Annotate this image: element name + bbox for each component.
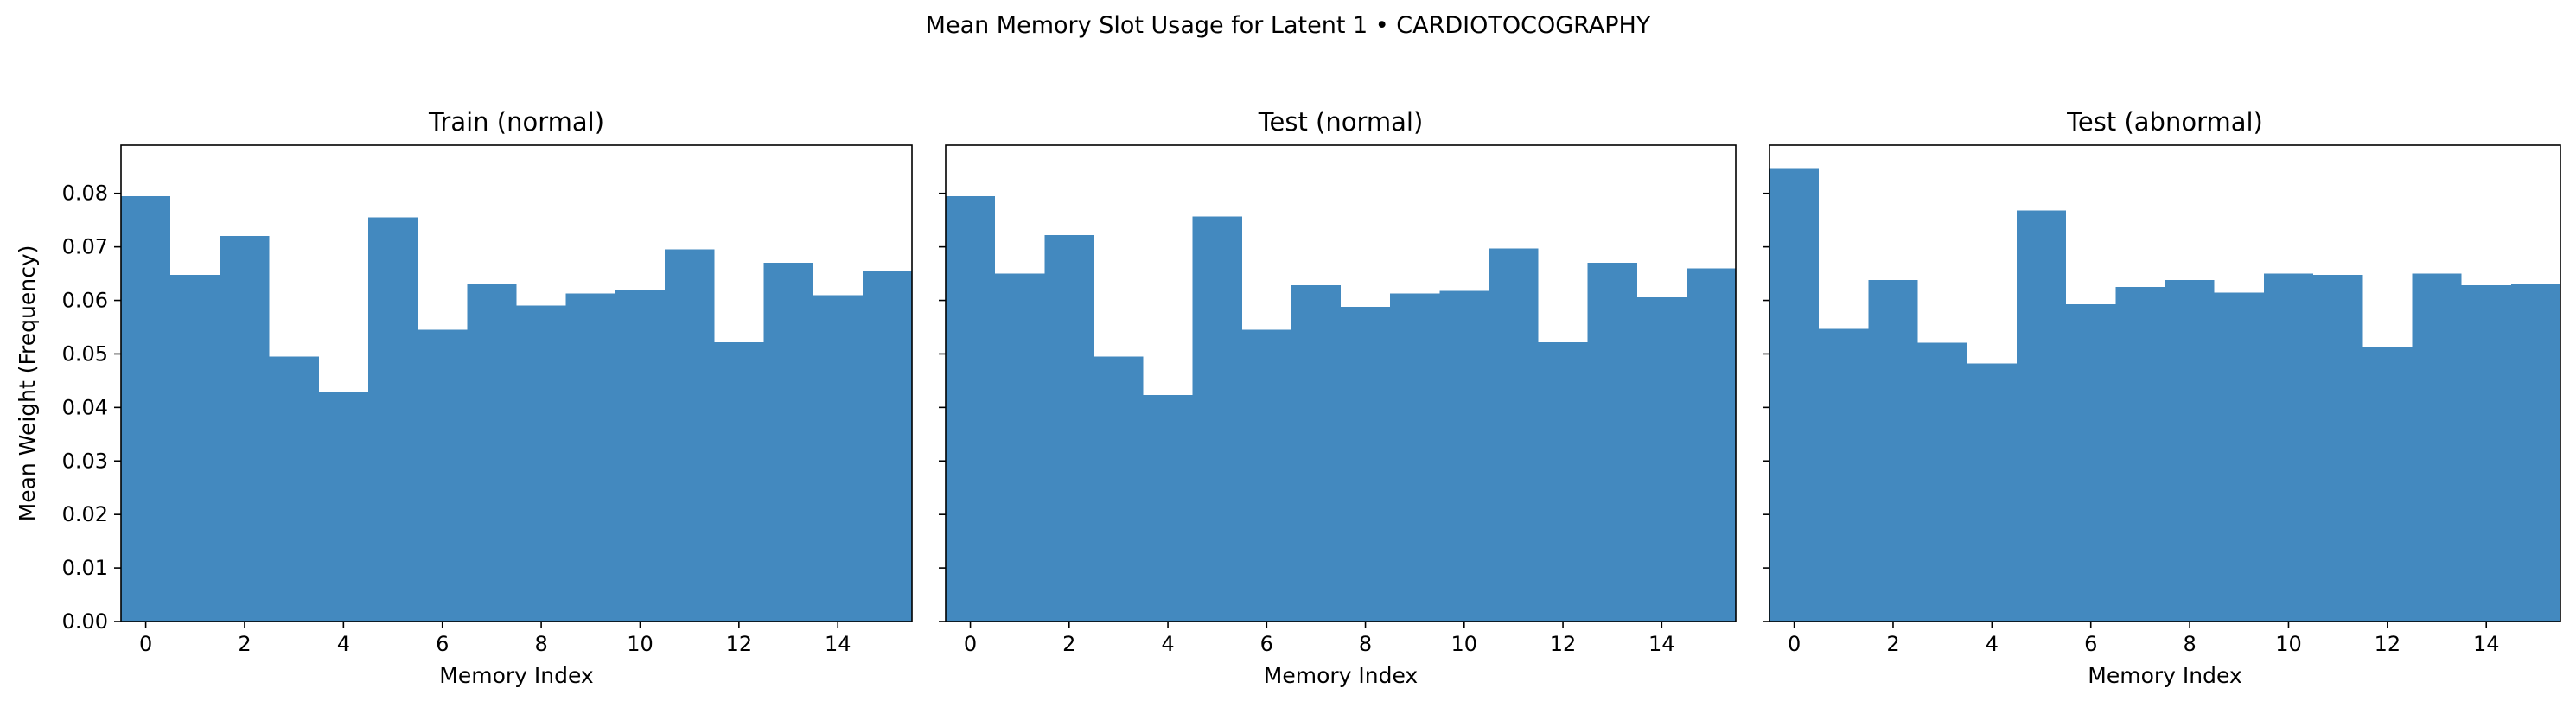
bar [2165,280,2215,622]
bar [1390,293,1440,622]
bar [763,263,813,622]
x-tick-label: 10 [627,632,654,656]
subplot-3: 0 2 4 6 8 10 12 14 Test (abnormal) Memory Index [1763,107,2561,688]
bar [2510,284,2560,622]
subplot-2: 0 2 4 6 8 10 12 14 Test (normal) Memory Index [939,107,1737,688]
bar [862,271,912,622]
x-tick-label: 8 [534,632,547,656]
axes-frame [1769,144,2561,622]
bar [2362,347,2413,622]
x-tick-label: 6 [436,632,449,656]
bar [467,284,517,622]
y-tick-label: 0.08 [62,182,108,206]
bar [1819,328,1869,622]
bar [1192,216,1242,622]
bar [615,290,666,622]
y-tick-label: 0.03 [62,449,108,473]
axes-frame [945,144,1737,622]
y-tick-label: 0.04 [62,395,108,419]
y-tick-label: 0.06 [62,289,108,313]
bar [220,236,270,622]
bar [367,217,418,622]
x-tick-label: 14 [825,632,851,656]
bar [946,195,996,622]
bar [1967,363,2017,622]
bar [1636,296,1687,622]
bar [516,305,566,622]
bar [2263,273,2314,622]
subplot-title: Test (normal) [1258,107,1424,137]
bar [2115,287,2165,622]
x-tick-label: 14 [2473,632,2500,656]
x-tick-label: 4 [1161,632,1174,656]
bar [418,329,468,622]
bar [2066,303,2116,622]
bar [1587,263,1637,622]
y-tick-label: 0.02 [62,502,108,526]
x-tick-label: 8 [1359,632,1372,656]
x-tick-label: 6 [2084,632,2097,656]
bar [2313,274,2363,622]
bar [2461,285,2511,622]
bar [170,274,220,622]
x-tick-label: 0 [1788,632,1801,656]
bar [995,273,1045,622]
bar [1291,285,1341,622]
y-tick-label: 0.01 [62,556,108,580]
bar [1538,341,1588,622]
x-tick-label: 12 [1550,632,1577,656]
figure-suptitle: Mean Memory Slot Usage for Latent 1 • CA… [925,12,1651,39]
x-axis-label: Memory Index [439,663,593,688]
x-tick-label: 12 [2375,632,2401,656]
axes-frame [120,144,913,622]
bar [1044,235,1094,622]
bar [813,295,863,622]
bar [1917,342,1967,622]
x-tick-label: 2 [238,632,251,656]
x-tick-label: 2 [1886,632,1899,656]
bar [318,392,368,622]
bar [2016,210,2067,622]
bar [1439,290,1489,622]
y-tick-label: 0.07 [62,235,108,259]
x-axis-label: Memory Index [1264,663,1418,688]
bar [714,341,764,622]
bar [2412,273,2462,622]
subplot-title: Train (normal) [428,107,604,137]
x-tick-label: 4 [1986,632,1999,656]
bar [1143,395,1193,622]
x-tick-label: 14 [1648,632,1675,656]
bar [2214,292,2264,622]
bar [1769,168,1820,622]
x-axis-label: Memory Index [2088,663,2241,688]
x-tick-label: 10 [2275,632,2302,656]
bar [665,249,715,622]
bar [1868,280,1918,622]
bar [121,195,171,622]
x-tick-label: 6 [1260,632,1273,656]
x-tick-label: 4 [337,632,350,656]
bar [1686,268,1736,622]
bar [269,356,319,622]
x-tick-label: 2 [1062,632,1075,656]
bar [565,293,615,622]
bar [1094,356,1144,622]
x-tick-label: 0 [964,632,977,656]
x-tick-label: 10 [1451,632,1478,656]
bar [1489,248,1539,622]
x-tick-label: 0 [139,632,152,656]
y-axis-label: Mean Weight (Frequency) [15,245,40,522]
x-tick-label: 12 [726,632,753,656]
x-tick-label: 8 [2183,632,2196,656]
bar [1341,306,1391,622]
y-tick-label: 0.00 [62,609,108,634]
y-tick-label: 0.05 [62,341,108,366]
subplot-1: 0 2 4 6 8 10 12 14 0.00 0.01 0.02 0.03 0.04 0.05 0.06 0… [15,107,913,688]
subplot-title: Test (abnormal) [2066,107,2263,137]
bar [1241,329,1291,622]
